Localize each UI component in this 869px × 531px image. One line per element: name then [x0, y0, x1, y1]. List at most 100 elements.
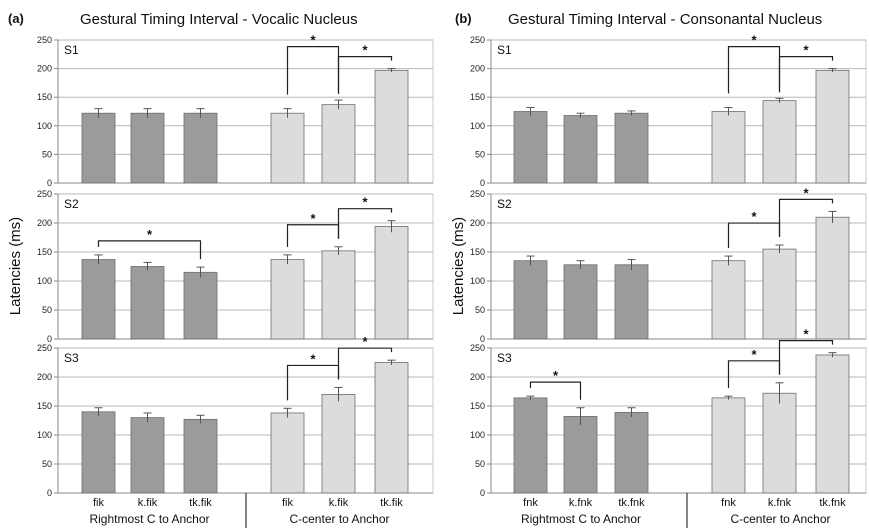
bar: [563, 264, 598, 340]
bar: [81, 411, 116, 494]
bar: [183, 271, 218, 340]
bar: [270, 112, 305, 184]
bar: [762, 248, 797, 340]
significance-star: *: [310, 211, 316, 226]
x-tick-label: tk.fnk: [618, 497, 645, 509]
x-tick-label: tk.fik: [380, 497, 403, 509]
bar: [81, 259, 116, 340]
y-tick-label: 100: [37, 276, 52, 286]
significance-bracket: [727, 360, 781, 389]
y-tick-label: 250: [37, 189, 52, 199]
bar: [183, 418, 218, 494]
y-tick-label: 50: [42, 459, 52, 469]
y-tick-label: 150: [37, 247, 52, 257]
y-tick-label: 100: [37, 430, 52, 440]
y-tick-label: 150: [37, 401, 52, 411]
significance-star: *: [362, 195, 368, 210]
significance-star: *: [751, 347, 757, 362]
bar: [711, 111, 746, 184]
group-label: Rightmost C to Anchor: [89, 512, 209, 526]
significance-bracket: [337, 347, 393, 380]
x-tick-label: tk.fnk: [819, 497, 846, 509]
y-tick-label: 50: [475, 149, 485, 159]
x-tick-label: fik: [282, 497, 294, 509]
y-axis-label: Latencies (ms): [450, 217, 467, 315]
x-tick-label: k.fik: [138, 497, 158, 509]
chart-title: Gestural Timing Interval - Consonantal N…: [508, 11, 822, 28]
y-tick-label: 250: [470, 189, 485, 199]
bar: [762, 100, 797, 184]
bar: [321, 104, 356, 184]
y-tick-label: 200: [37, 218, 52, 228]
significance-star: *: [751, 33, 757, 48]
bar: [130, 417, 165, 494]
y-tick-label: 200: [37, 372, 52, 382]
subject-label: S2: [497, 197, 512, 211]
y-tick-label: 150: [470, 401, 485, 411]
panel-letter: (b): [455, 11, 472, 26]
bar: [711, 260, 746, 340]
significance-bracket: [286, 46, 340, 95]
significance-star: *: [751, 209, 757, 224]
y-tick-label: 0: [480, 178, 485, 188]
significance-star: *: [803, 185, 809, 200]
y-tick-label: 100: [470, 276, 485, 286]
y-tick-label: 150: [470, 92, 485, 102]
significance-star: *: [310, 33, 316, 48]
group-label: C-center to Anchor: [730, 512, 830, 526]
y-tick-label: 200: [470, 218, 485, 228]
bar: [711, 397, 746, 494]
subject-label: S2: [64, 197, 79, 211]
bar: [614, 112, 649, 184]
y-tick-label: 50: [42, 149, 52, 159]
x-tick-label: fik: [93, 497, 105, 509]
significance-bracket: [286, 224, 340, 247]
y-tick-label: 100: [470, 121, 485, 131]
bar: [321, 250, 356, 340]
bar: [374, 226, 409, 340]
x-tick-label: k.fnk: [569, 497, 593, 509]
y-tick-label: 200: [470, 64, 485, 74]
subject-label: S3: [497, 351, 512, 365]
y-tick-label: 0: [480, 334, 485, 344]
bar: [513, 397, 548, 494]
subject-label: S1: [64, 43, 79, 57]
significance-bracket: [778, 198, 834, 238]
bar: [815, 216, 850, 340]
significance-star: *: [803, 43, 809, 58]
panel-letter: (a): [8, 11, 24, 26]
y-tick-label: 200: [470, 372, 485, 382]
y-tick-label: 250: [37, 343, 52, 353]
x-tick-label: tk.fik: [189, 497, 212, 509]
significance-bracket: [337, 56, 393, 93]
x-tick-label: fnk: [523, 497, 538, 509]
bar: [614, 411, 649, 494]
y-tick-label: 200: [37, 64, 52, 74]
y-tick-label: 50: [475, 459, 485, 469]
bar: [563, 115, 598, 184]
x-tick-label: fnk: [721, 497, 736, 509]
significance-star: *: [147, 227, 153, 242]
bar: [321, 393, 356, 494]
bar: [614, 264, 649, 340]
significance-star: *: [553, 368, 559, 383]
y-tick-label: 0: [47, 178, 52, 188]
significance-bracket: [529, 381, 582, 400]
y-tick-label: 150: [37, 92, 52, 102]
x-tick-label: k.fik: [329, 497, 349, 509]
y-tick-label: 0: [480, 488, 485, 498]
bar: [374, 362, 409, 494]
significance-bracket: [727, 46, 781, 94]
y-tick-label: 0: [47, 334, 52, 344]
bar: [563, 416, 598, 494]
y-tick-label: 100: [37, 121, 52, 131]
y-axis-label: Latencies (ms): [7, 217, 24, 315]
y-tick-label: 250: [37, 35, 52, 45]
significance-bracket: [727, 222, 781, 249]
y-tick-label: 250: [470, 35, 485, 45]
y-tick-label: 250: [470, 343, 485, 353]
significance-bracket: [778, 56, 834, 91]
significance-star: *: [803, 327, 809, 342]
y-tick-label: 50: [42, 305, 52, 315]
